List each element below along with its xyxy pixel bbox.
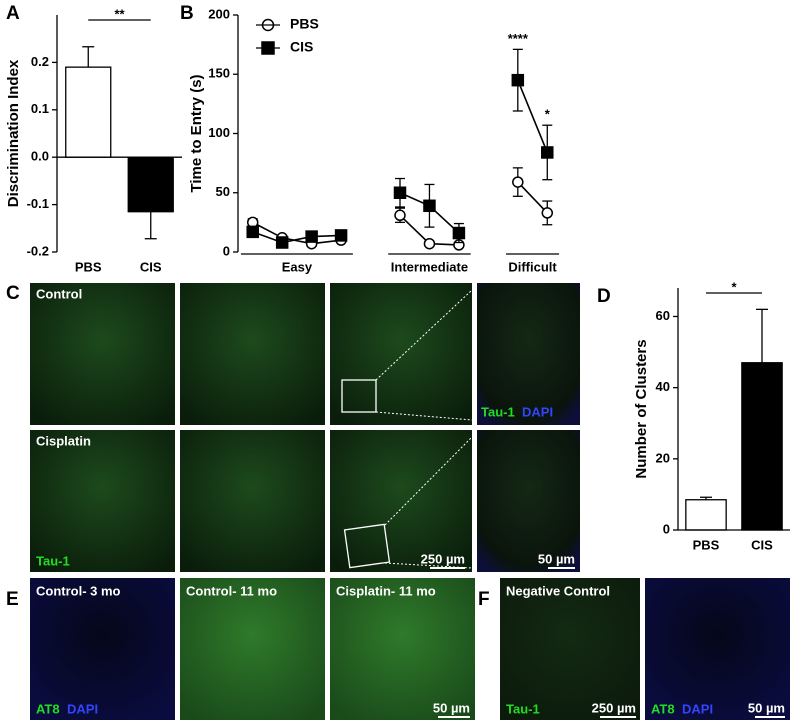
panel-letter: E [6,589,19,610]
marker [541,207,554,219]
y-tick-label: -0.1 [27,196,49,211]
significance-label: **** [508,31,529,46]
image [477,430,580,572]
image [500,578,640,720]
marker [275,236,289,249]
marker [512,176,524,188]
image [30,283,175,425]
marker [246,225,259,239]
y-tick-label: 0 [663,521,670,536]
marker [423,237,436,250]
marker [334,229,348,242]
zoom-box [341,379,377,413]
stain-label: DAPI [682,701,713,716]
panel-letter: C [6,283,20,304]
image-title: Negative Control [506,583,610,598]
image [180,283,325,425]
significance-label: * [545,107,551,122]
panel-f: F Negative Control Tau-1 250 µm AT8 DAPI… [478,578,790,720]
panel-e: E Control- 3 mo Control- 11 mo Cisplatin… [6,578,475,720]
scale-label: 50 µm [433,700,470,715]
y-tick-label: 150 [208,66,230,81]
bar [127,156,174,213]
bar [685,499,727,531]
stain-label: AT8 [651,701,675,716]
marker [394,209,406,222]
y-tick-label: 0 [223,243,230,258]
row-label: Control [36,286,82,301]
zoom-line [375,411,473,421]
y-tick-label: 0.1 [31,101,49,116]
bar [741,362,783,531]
y-axis-label: Discrimination Index [5,59,22,207]
image-title: Cisplatin- 11 mo [336,583,436,598]
x-tick-label: PBS [75,259,102,274]
significance-label: * [731,279,737,294]
image [180,430,325,572]
scale-label: 50 µm [538,551,575,566]
y-tick-label: 0.2 [31,54,49,69]
zoom-line [384,436,473,526]
row-label: Cisplatin [36,433,91,448]
image [330,283,472,425]
y-tick-label: 200 [208,6,230,21]
y-tick-label: 100 [208,125,230,140]
y-tick-label: 60 [656,308,670,323]
scale-label: 50 µm [748,700,785,715]
x-tick-label: PBS [693,537,720,552]
group-label: Easy [282,259,313,274]
marker [541,146,554,159]
y-axis-label: Number of Clusters [633,339,650,478]
legend-label: CIS [290,39,313,55]
y-axis-label: Time to Entry (s) [188,74,205,192]
y-tick-label: 0.0 [31,149,49,164]
stain-label: Tau-1 [481,404,515,419]
panel-letter: F [478,589,490,610]
group-label: Intermediate [391,259,468,274]
image [180,578,325,720]
group-label: Difficult [508,259,557,274]
image [645,578,790,720]
stain-label: Tau-1 [506,701,540,716]
marker [511,73,525,87]
image [30,430,175,572]
significance-label: ** [114,6,125,21]
scale-label: 250 µm [592,700,636,715]
y-tick-label: -0.2 [27,243,49,258]
bar [65,66,112,158]
marker [393,186,407,199]
panel-letter: B [180,3,194,24]
image [330,578,475,720]
stain-label: AT8 [36,701,60,716]
y-tick-label: 20 [656,450,670,465]
marker [305,230,318,243]
zoom-line [375,289,473,381]
stain-label: DAPI [67,701,98,716]
stain-label: DAPI [522,404,553,419]
panel-c: C Control Cisplatin Tau-1 250 µm Tau-1 D… [6,283,580,572]
image-title: Control- 11 mo [186,583,277,598]
stain-label: Tau-1 [36,553,70,568]
panel-letter: A [6,3,20,24]
scale-label: 250 µm [421,551,465,566]
marker [452,226,466,240]
x-tick-label: CIS [751,537,773,552]
y-tick-label: 50 [216,184,230,199]
panel-letter: D [597,286,611,307]
image [330,430,472,572]
image [30,578,175,720]
legend-label: PBS [290,16,319,32]
y-tick-label: 40 [656,379,670,394]
x-tick-label: CIS [140,259,162,274]
zoom-box [343,523,391,569]
image-title: Control- 3 mo [36,583,121,598]
marker [423,199,436,213]
image [477,283,580,425]
